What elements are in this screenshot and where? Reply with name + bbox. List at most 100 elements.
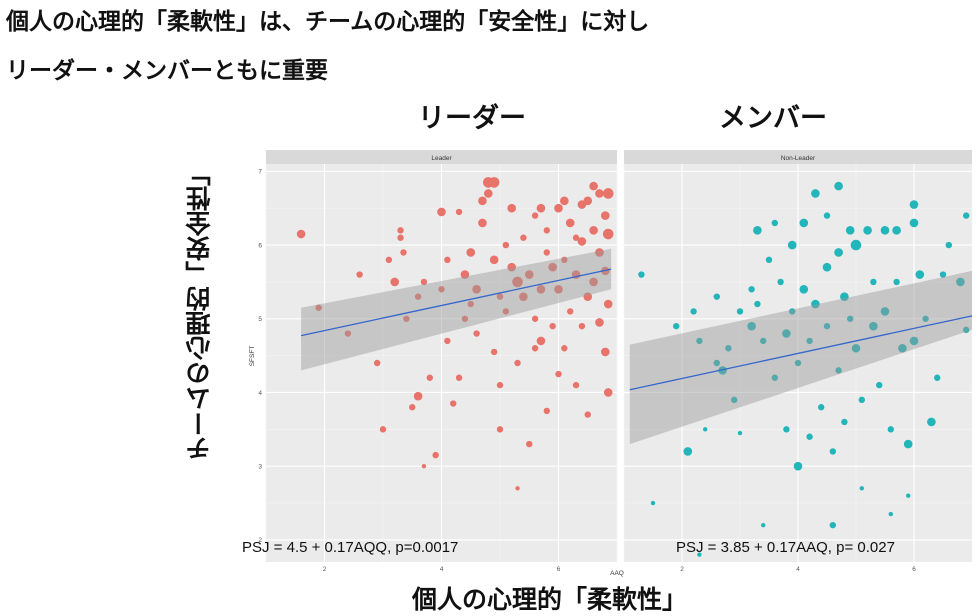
- data-point: [536, 336, 546, 346]
- data-point: [444, 337, 451, 345]
- data-point: [799, 218, 809, 228]
- facet-strip: [624, 150, 972, 164]
- data-point: [650, 500, 656, 506]
- headline-line-1: 個人の心理的「柔軟性」は、チームの心理的「安全性」に対し: [6, 9, 650, 35]
- data-point: [731, 396, 738, 404]
- data-point: [683, 447, 693, 456]
- data-point: [799, 284, 809, 294]
- data-point: [536, 203, 546, 213]
- data-point: [893, 278, 900, 286]
- data-point: [554, 203, 563, 213]
- y-tick-label: 3: [258, 463, 262, 470]
- data-point: [420, 278, 428, 286]
- data-point: [409, 404, 416, 411]
- data-point: [466, 248, 476, 257]
- data-point: [554, 284, 563, 294]
- data-point: [548, 262, 557, 272]
- data-point: [783, 426, 790, 433]
- data-point: [561, 345, 568, 352]
- data-point: [753, 226, 762, 235]
- data-point: [515, 486, 520, 491]
- member-regression-equation: PSJ = 3.85 + 0.17AAQ, p= 0.027: [676, 539, 895, 556]
- data-point: [437, 207, 446, 217]
- data-point: [519, 292, 528, 301]
- data-point: [887, 426, 894, 433]
- data-point: [777, 278, 784, 286]
- data-point: [524, 270, 534, 279]
- data-point: [880, 226, 890, 235]
- data-point: [748, 286, 755, 293]
- data-point: [595, 248, 604, 257]
- x-tick-label: 6: [557, 566, 561, 573]
- data-point: [496, 381, 504, 389]
- data-point: [589, 226, 598, 235]
- data-point: [315, 304, 322, 311]
- data-point: [880, 307, 890, 316]
- y-tick-label: 7: [258, 169, 262, 176]
- data-point: [560, 196, 569, 206]
- data-point: [543, 227, 550, 234]
- data-point: [455, 208, 463, 216]
- data-point: [806, 433, 813, 440]
- data-point: [577, 237, 587, 246]
- data-point: [595, 318, 604, 327]
- data-point: [963, 212, 970, 219]
- data-point: [512, 276, 523, 288]
- leader-regression-equation: PSJ = 4.5 + 0.17AQQ, p=0.0017: [242, 539, 459, 556]
- data-point: [945, 241, 952, 249]
- data-point: [713, 293, 720, 300]
- data-point: [822, 262, 832, 272]
- confidence-band: [301, 248, 612, 371]
- data-point: [473, 330, 480, 337]
- data-point: [847, 315, 854, 322]
- data-point: [561, 256, 568, 264]
- data-point: [863, 226, 872, 235]
- data-point: [829, 521, 836, 529]
- facet-strip: [266, 150, 617, 164]
- data-point: [397, 227, 404, 234]
- data-point: [782, 329, 791, 338]
- data-point: [488, 177, 500, 188]
- data-point: [478, 218, 487, 228]
- data-point: [909, 218, 919, 228]
- data-point: [438, 286, 445, 293]
- leader-panel-caption: リーダー: [418, 103, 526, 134]
- y-tick-label: 4: [258, 390, 262, 397]
- data-point: [638, 271, 645, 278]
- data-point: [834, 181, 843, 191]
- data-point: [870, 278, 877, 286]
- data-point: [601, 211, 610, 220]
- x-tick-label: 4: [796, 566, 800, 573]
- data-point: [595, 189, 604, 198]
- data-point: [760, 337, 767, 345]
- data-point: [713, 359, 720, 367]
- data-point: [603, 299, 613, 309]
- y-tick-label: 5: [258, 316, 262, 323]
- data-point: [490, 348, 498, 356]
- data-point: [697, 552, 702, 557]
- data-point: [584, 411, 591, 418]
- data-point: [385, 256, 393, 264]
- facet-strip-label: Leader: [431, 155, 452, 162]
- data-point: [922, 315, 929, 322]
- x-tick-label: 2: [680, 566, 684, 573]
- data-point: [572, 234, 580, 241]
- data-point: [834, 248, 843, 257]
- member-panel-caption: メンバー: [719, 103, 827, 134]
- data-point: [478, 196, 487, 206]
- data-point: [765, 256, 773, 264]
- data-point: [426, 374, 433, 381]
- data-point: [909, 336, 919, 346]
- data-point: [589, 277, 598, 287]
- data-point: [818, 404, 825, 411]
- data-point: [390, 277, 400, 287]
- data-point: [296, 229, 306, 239]
- confidence-band: [629, 270, 972, 445]
- regression-line: [300, 268, 612, 337]
- data-point: [432, 451, 439, 459]
- data-point: [789, 308, 796, 315]
- data-point: [888, 511, 893, 517]
- data-point: [344, 330, 352, 337]
- data-point: [787, 240, 797, 250]
- data-point: [898, 343, 907, 353]
